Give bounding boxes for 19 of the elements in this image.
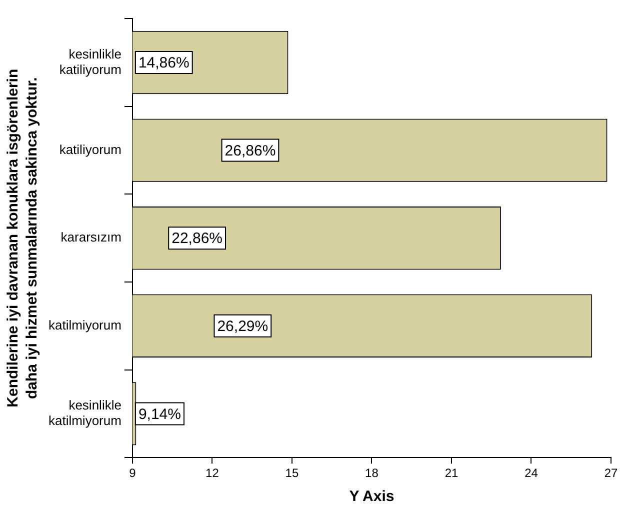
data-label: 22,86% [172, 230, 222, 248]
x-axis-title: Y Axis [349, 488, 394, 506]
y-axis-title: Kendilerine iyi davranan konuklara isgörenlerin daha iyi hizmet sunmalarında sakinca yoktur. [4, 68, 40, 408]
data-label: 26,86% [224, 142, 276, 160]
x-tick-label: 24 [524, 466, 538, 480]
data-label: 14,86% [138, 54, 190, 72]
x-tick-label: 9 [129, 466, 136, 480]
x-tick-label: 18 [365, 466, 379, 480]
y-tick-label: katiliyorum [59, 142, 122, 157]
y-tick-label: kararsızım [60, 230, 122, 245]
x-tick-label: 15 [285, 466, 299, 480]
x-tick-label: 12 [206, 466, 220, 480]
data-label: 26,29% [217, 318, 268, 336]
y-tick-label: kesinlikle katiliyorum [59, 46, 122, 77]
x-tick-label: 21 [444, 466, 458, 480]
data-label: 9,14% [138, 406, 181, 423]
y-tick-label: kesinlikle katilmiyorum [48, 397, 122, 428]
y-tick-label: katilmiyorum [48, 317, 122, 332]
x-tick-label: 27 [604, 466, 618, 480]
